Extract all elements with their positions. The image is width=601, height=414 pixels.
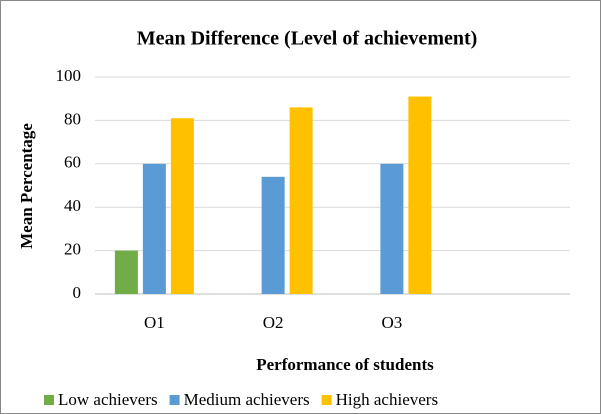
y-tick-label: 40 bbox=[64, 196, 81, 215]
bar bbox=[142, 163, 166, 294]
bar bbox=[289, 107, 313, 294]
legend-swatch bbox=[321, 395, 332, 405]
legend-swatch bbox=[44, 395, 54, 405]
bar bbox=[408, 96, 432, 294]
bar bbox=[170, 118, 194, 294]
y-tick-label: 80 bbox=[64, 109, 81, 128]
y-tick-label: 20 bbox=[64, 240, 81, 259]
legend-swatch bbox=[169, 395, 180, 405]
y-tick-label: 0 bbox=[73, 283, 82, 302]
bar bbox=[261, 176, 285, 294]
legend-label: High achievers bbox=[336, 390, 438, 409]
bar bbox=[114, 250, 138, 294]
chart-title: Mean Difference (Level of achievement) bbox=[137, 28, 478, 50]
y-axis-label: Mean Percentage bbox=[17, 123, 36, 249]
x-tick-label: O1 bbox=[144, 313, 165, 332]
bar bbox=[380, 163, 404, 294]
y-tick-label: 100 bbox=[56, 66, 82, 85]
legend-label: Medium achievers bbox=[184, 390, 310, 409]
x-axis-label: Performance of students bbox=[256, 355, 434, 374]
legend-label: Low achievers bbox=[58, 390, 158, 409]
y-tick-label: 60 bbox=[64, 153, 81, 172]
x-tick-label: O2 bbox=[263, 313, 284, 332]
x-tick-label: O3 bbox=[381, 313, 402, 332]
